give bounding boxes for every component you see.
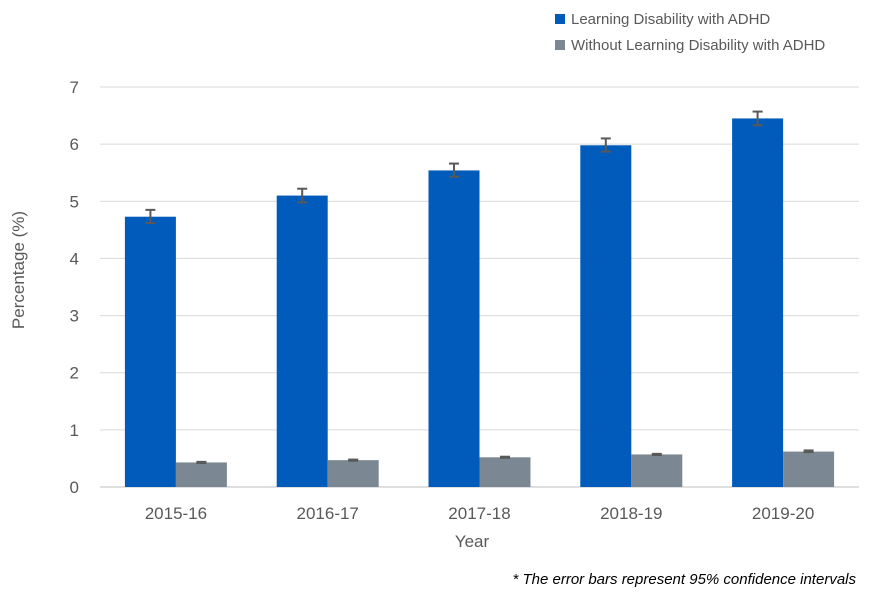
error-bar (651, 452, 662, 456)
y-tick-label: 5 (70, 192, 79, 211)
bar-ld-adhd (124, 216, 176, 487)
bar-ld-adhd (580, 145, 632, 488)
bar-ld-adhd (276, 195, 328, 488)
y-tick-label: 2 (70, 364, 79, 383)
error-bars (145, 110, 814, 464)
error-bar (348, 458, 359, 462)
error-bar (600, 137, 611, 153)
legend-swatch (555, 40, 565, 50)
x-tick-label: 2016-17 (297, 504, 359, 523)
y-axis-label: Percentage (%) (9, 211, 28, 329)
y-tick-label: 4 (70, 249, 79, 268)
x-tick-label: 2015-16 (145, 504, 207, 523)
error-bar (196, 460, 207, 464)
y-tick-label: 6 (70, 135, 79, 154)
x-tick-label: 2019-20 (752, 504, 814, 523)
legend: Learning Disability with ADHD Without Lea… (555, 11, 825, 54)
error-bar (752, 110, 763, 127)
y-axis-ticks: 0 1 2 3 4 5 6 7 (70, 78, 79, 497)
bar-ld-adhd (428, 170, 480, 487)
legend-label: Learning Disability with ADHD (571, 11, 770, 28)
x-axis-ticks: 2015-16 2016-17 2017-18 2018-19 2019-20 (145, 504, 815, 523)
y-tick-label: 3 (70, 307, 79, 326)
y-tick-label: 7 (70, 78, 79, 97)
legend-swatch (555, 14, 565, 24)
bar-ld-adhd (732, 118, 784, 487)
error-bar (145, 208, 156, 224)
x-axis-label: Year (455, 532, 490, 551)
error-bar (500, 455, 510, 459)
footnote: * The error bars represent 95% confidenc… (512, 571, 856, 588)
error-bar (297, 187, 308, 204)
y-tick-label: 1 (70, 421, 79, 440)
legend-label: Without Learning Disability with ADHD (571, 37, 825, 54)
x-tick-label: 2017-18 (448, 504, 510, 523)
bar-without-ld-adhd (783, 451, 835, 487)
bar-without-ld-adhd (327, 460, 379, 487)
error-bar (449, 162, 459, 178)
error-bar (803, 449, 814, 454)
y-tick-label: 0 (70, 478, 79, 497)
x-tick-label: 2018-19 (600, 504, 662, 523)
bar-without-ld-adhd (479, 457, 531, 487)
bar-without-ld-adhd (175, 462, 227, 487)
bars (124, 118, 835, 488)
bar-without-ld-adhd (631, 454, 683, 487)
